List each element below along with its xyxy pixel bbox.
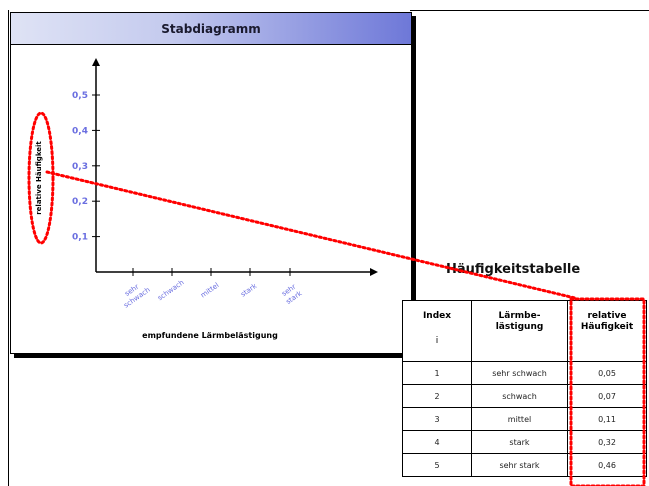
table-row: 3 mittel 0,11 [402,407,647,431]
header-relative-haeufigkeit: relative Häufigkeit [567,300,647,362]
y-tick-label: 0,5 [72,91,88,101]
cell-relative-haeufigkeit: 0,46 [567,453,647,477]
table-row: 2 schwach 0,07 [402,384,647,408]
table-header-row: Index i Lärmbe- lästigung relative Häufi… [402,300,647,362]
y-tick-label: 0,4 [72,126,88,136]
header-laerm-line2: lästigung [495,322,544,332]
frame-left-border [8,10,9,486]
table-row: 4 stark 0,32 [402,430,647,454]
x-axis-arrowhead [370,268,378,276]
category-label: stark [239,281,259,298]
category-label-group: mittel [199,281,220,299]
cell-index: 3 [402,407,472,431]
header-index: Index i [402,300,472,362]
y-axis-title: relative Häufigkeit [35,141,43,215]
header-laerm-line1: Lärmbe- [498,311,541,321]
category-label-group: stark [239,281,259,298]
cell-index: 5 [402,453,472,477]
connector-dotted-line [45,170,577,300]
table-body: 1 sehr schwach 0,05 2 schwach 0,07 3 mittel 0,11… [402,361,647,477]
y-axis-arrowhead [92,58,100,66]
y-tick-label: 0,2 [72,197,88,207]
header-index-sub: i [435,336,439,346]
cell-relative-haeufigkeit: 0,05 [567,361,647,385]
header-rel-line1: relative [587,311,627,321]
ylabel-highlight-ellipse [27,111,55,245]
cell-laermbelaestigung: sehr stark [471,453,568,477]
frequency-table: Index i Lärmbe- lästigung relative Häufi… [402,300,647,477]
category-label-group: schwach [156,278,185,302]
category-label: mittel [199,281,220,299]
chart-title: Stabdiagramm [11,13,411,45]
cell-laermbelaestigung: sehr schwach [471,361,568,385]
column-highlight-rect [569,297,646,486]
chart-panel: Stabdiagramm [10,12,412,354]
header-rel-line2: Häufigkeit [580,322,634,332]
y-tick-label: 0,1 [72,233,88,243]
frame-top-border [410,10,649,11]
category-label: schwach [156,278,185,302]
cell-relative-haeufigkeit: 0,11 [567,407,647,431]
table-title: Häufigkeitstabelle [446,262,581,277]
header-index-label: Index [422,311,452,321]
x-axis-title: empfundene Lärmbelästigung [142,331,278,340]
table-row: 5 sehr stark 0,46 [402,453,647,477]
header-laermbelaestigung: Lärmbe- lästigung [471,300,568,362]
y-tick-label: 0,3 [72,162,88,172]
